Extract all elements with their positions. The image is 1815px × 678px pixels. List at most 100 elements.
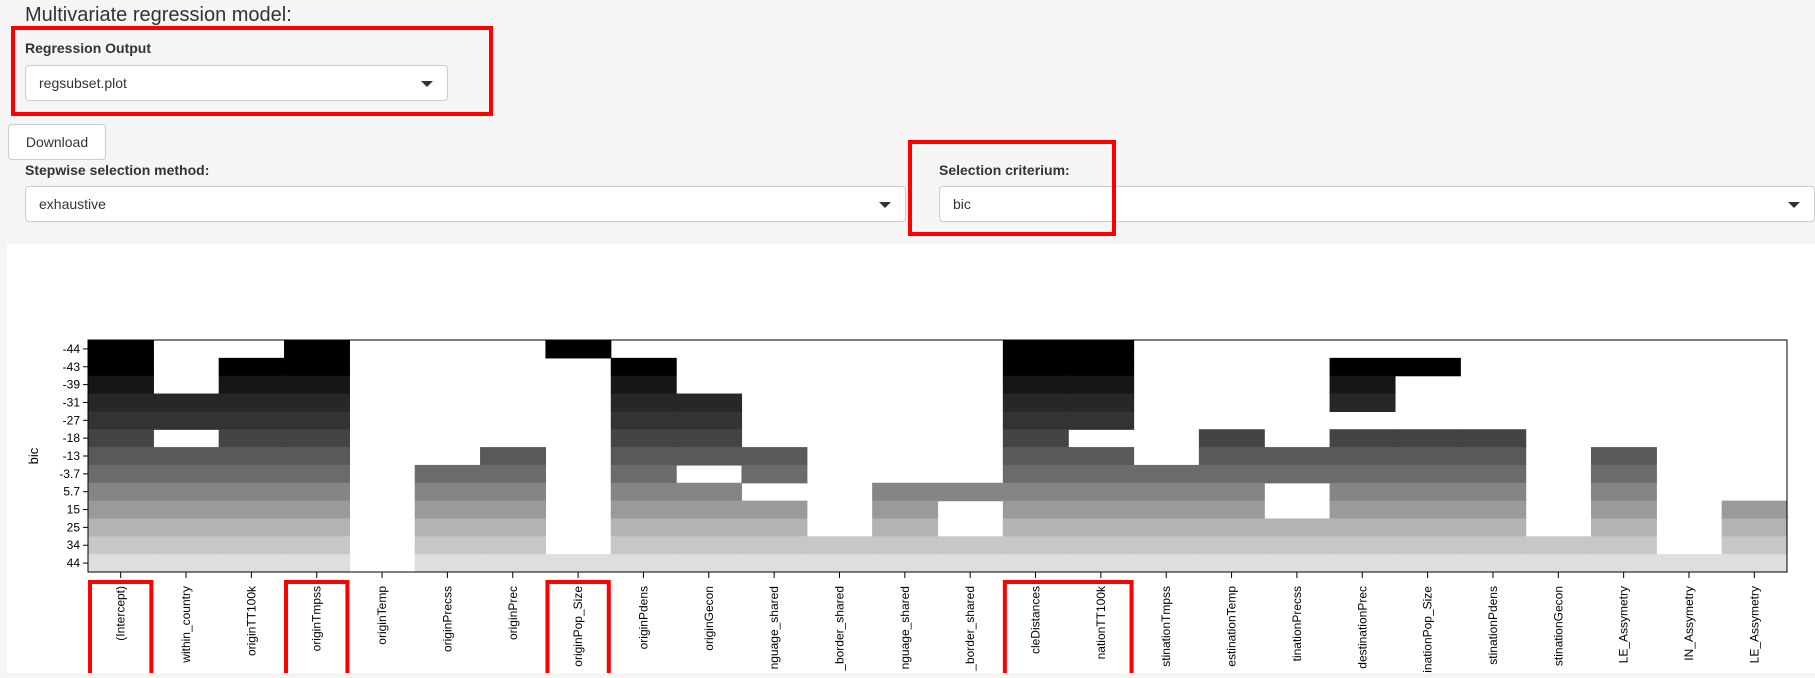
heatmap-cell <box>1460 518 1527 537</box>
heatmap-cell <box>1329 447 1396 466</box>
heatmap-cell <box>1068 447 1135 466</box>
heatmap-cell <box>1329 500 1396 520</box>
x-tick-label: originPrecss <box>440 586 454 652</box>
heatmap-cell <box>1198 518 1265 537</box>
heatmap-cell <box>88 518 154 537</box>
heatmap-cell <box>88 447 154 466</box>
x-tick-label: originPop_Size <box>571 586 585 667</box>
heatmap-cell <box>480 482 547 502</box>
heatmap-cell <box>1590 447 1657 466</box>
heatmap-cell <box>1002 536 1069 555</box>
selection-criterium-select[interactable]: bic <box>939 186 1815 222</box>
x-tick-label: LE_Assymetry <box>1617 586 1631 663</box>
y-tick-label: -27 <box>63 413 81 427</box>
x-tick-label: estinationTemp <box>1225 586 1239 667</box>
x-tick-label: _border_shared <box>832 586 846 672</box>
heatmap-cell <box>88 429 154 448</box>
heatmap-cell <box>610 464 677 484</box>
regsubset-plot-area: -44 -43 -39 -31 -27 -18 -13 -3.7 5.7 15 25 34 44 bic (… <box>7 244 1815 678</box>
regression-output-select[interactable]: regsubset.plot <box>25 65 448 101</box>
heatmap-cell <box>480 447 547 466</box>
heatmap-cell <box>1133 482 1200 502</box>
x-tick-label: within_country <box>179 586 193 664</box>
heatmap-cell <box>610 536 677 555</box>
heatmap-cell <box>545 554 612 573</box>
heatmap-cell <box>1394 482 1461 502</box>
highlight-box-regression-output <box>11 26 493 116</box>
heatmap-cell <box>1264 554 1331 573</box>
heatmap-cell <box>676 411 743 430</box>
heatmap-cell <box>1068 340 1135 359</box>
heatmap-cell <box>937 554 1004 573</box>
heatmap-cell <box>1329 375 1396 395</box>
highlight-box-variable <box>284 580 350 678</box>
download-button[interactable]: Download <box>8 124 106 160</box>
heatmap-cell <box>1068 393 1135 412</box>
heatmap-cell <box>610 554 677 573</box>
stepwise-method-select[interactable]: exhaustive <box>25 186 906 222</box>
heatmap-cell <box>1460 447 1527 466</box>
x-tick-label: LE_Assymetry <box>1747 586 1761 663</box>
heatmap-cell <box>1329 482 1396 502</box>
heatmap-cell <box>676 429 743 448</box>
heatmap-cell <box>153 518 220 537</box>
heatmap-cell <box>218 500 285 520</box>
heatmap-cell <box>284 375 350 395</box>
heatmap-cell <box>1002 429 1069 448</box>
heatmap-cell <box>806 554 873 573</box>
heatmap-cell <box>1133 500 1200 520</box>
x-tick-label: originPdens <box>636 586 650 649</box>
heatmap-cell <box>1198 554 1265 573</box>
heatmap-cell <box>153 554 220 573</box>
heatmap-cell <box>1721 536 1788 555</box>
heatmap-cell <box>545 340 612 359</box>
y-tick-label: 34 <box>67 538 81 552</box>
heatmap-cell <box>1198 447 1265 466</box>
heatmap-cell <box>610 375 677 395</box>
heatmap-cell <box>1002 393 1069 412</box>
heatmap-cell <box>1133 536 1200 555</box>
heatmap-cell <box>1068 500 1135 520</box>
chevron-down-icon <box>1788 202 1800 208</box>
heatmap-cell <box>1002 482 1069 502</box>
heatmap-cell <box>218 447 285 466</box>
regression-output-value: regsubset.plot <box>39 75 127 91</box>
heatmap-cell <box>806 536 873 555</box>
heatmap-cell <box>1198 464 1265 484</box>
highlight-box-variable <box>88 580 154 678</box>
heatmap-cell <box>88 554 154 573</box>
heatmap-cell <box>1460 464 1527 484</box>
heatmap-cell <box>88 464 154 484</box>
x-tick-label: tinationPrecss <box>1290 586 1304 661</box>
heatmap-cell <box>284 393 350 412</box>
heatmap-cell <box>480 464 547 484</box>
heatmap-cell <box>153 464 220 484</box>
heatmap-cell <box>937 482 1004 502</box>
heatmap-cell <box>1002 554 1069 573</box>
heatmap-cell <box>1394 500 1461 520</box>
heatmap-cell <box>218 554 285 573</box>
heatmap-cell <box>872 518 939 537</box>
heatmap-cell <box>937 536 1004 555</box>
heatmap-cell <box>284 429 350 448</box>
heatmap-cell <box>1264 447 1331 466</box>
x-tick-label: IN_Assymetry <box>1682 586 1696 661</box>
y-tick-label: 15 <box>67 503 81 517</box>
heatmap-cell <box>284 340 350 359</box>
x-tick-label: destinationPrec <box>1355 586 1369 669</box>
heatmap-cell <box>872 536 939 555</box>
heatmap-cell <box>1460 554 1527 573</box>
heatmap-cell <box>1264 518 1331 537</box>
heatmap-cell <box>88 411 154 430</box>
heatmap-cell <box>88 375 154 395</box>
x-tick-label: nguage_shared <box>767 586 781 669</box>
heatmap-cell <box>676 482 743 502</box>
x-tick-label: originTemp <box>375 586 389 645</box>
heatmap-cell <box>1264 464 1331 484</box>
y-tick-label: -31 <box>63 395 81 409</box>
x-tick-label: nationTT100k <box>1094 585 1108 659</box>
heatmap-cell <box>1329 518 1396 537</box>
x-tick-label: cleDistances <box>1029 586 1043 654</box>
heatmap-cell <box>414 464 481 484</box>
heatmap-cell <box>1460 500 1527 520</box>
